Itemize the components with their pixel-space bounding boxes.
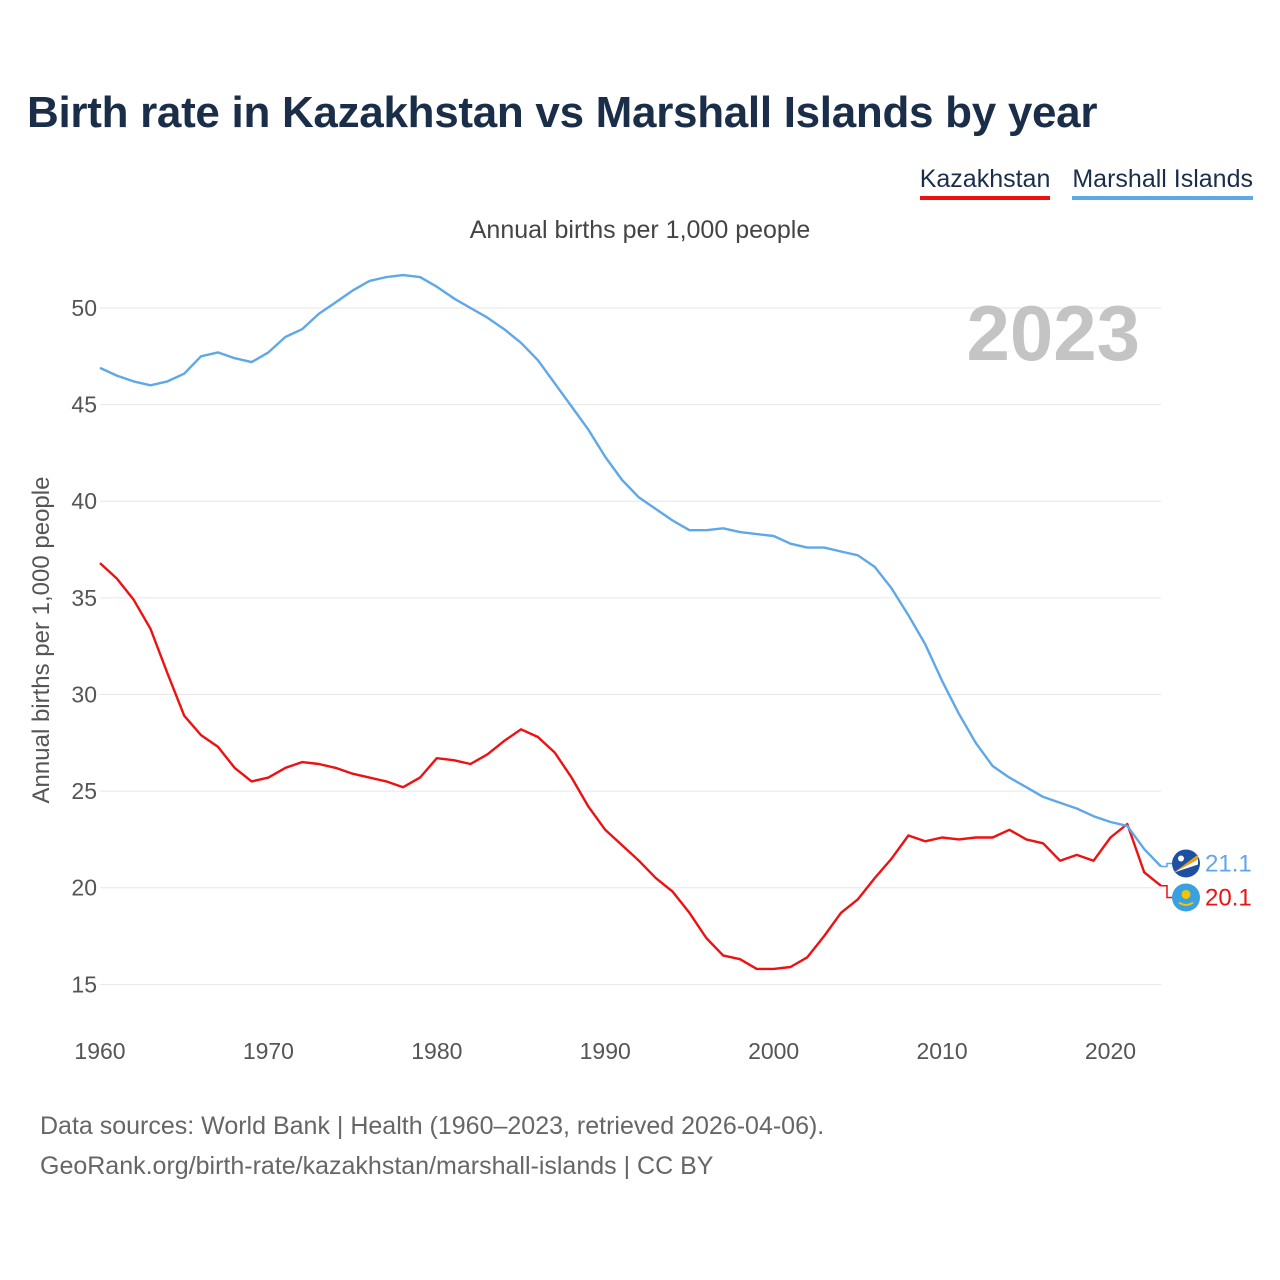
chart-subtitle: Annual births per 1,000 people [469, 216, 811, 244]
legend: Kazakhstan Marshall Islands [919, 165, 1253, 200]
chart-title: Birth rate in Kazakhstan vs Marshall Isl… [27, 88, 1098, 137]
source-line-1: Data sources: World Bank | Health (1960–… [40, 1112, 825, 1140]
x-tick-label: 1980 [411, 1038, 462, 1064]
y-tick-label: 20 [71, 875, 97, 901]
legend-item-marshall-islands[interactable]: Marshall Islands [1072, 165, 1253, 200]
y-tick-label: 30 [71, 681, 97, 707]
end-connector [1161, 885, 1173, 899]
kazakhstan-flag-icon [1172, 883, 1200, 912]
y-tick-label: 15 [71, 971, 97, 997]
y-tick-label: 50 [71, 295, 97, 321]
x-tick-label: 2000 [748, 1038, 799, 1064]
x-tick-label: 1970 [243, 1038, 294, 1064]
legend-item-kazakhstan[interactable]: Kazakhstan [919, 165, 1051, 200]
x-tick-label: 1960 [74, 1038, 125, 1064]
data-sources: Data sources: World Bank | Health (1960–… [40, 1106, 824, 1186]
end-connector [1161, 862, 1173, 868]
series-end-labels: 21.1 20.1 [1161, 849, 1252, 912]
x-tick-label: 2010 [916, 1038, 967, 1064]
marshall-islands-flag-icon [1172, 849, 1200, 878]
y-tick-label: 45 [71, 392, 97, 418]
series-lines [99, 273, 1162, 971]
x-tick-label: 1990 [580, 1038, 631, 1064]
grid-lines [100, 307, 1161, 985]
y-tick-label: 40 [71, 488, 97, 514]
end-value-label: 21.1 [1205, 850, 1252, 877]
source-line-2: GeoRank.org/birth-rate/kazakhstan/marsha… [40, 1152, 714, 1180]
year-watermark: 2023 [966, 289, 1140, 377]
series-line-marshall-islands [99, 273, 1162, 868]
series-line-kazakhstan [99, 562, 1162, 971]
x-tick-label: 2020 [1085, 1038, 1136, 1064]
y-tick-label: 35 [71, 585, 97, 611]
y-tick-label: 25 [71, 778, 97, 804]
y-axis-ticks: 15 20 25 30 35 40 45 50 [71, 295, 97, 997]
x-axis-ticks: 1960 1970 1980 1990 2000 2010 2020 [74, 1038, 1136, 1064]
end-value-label: 20.1 [1205, 884, 1252, 911]
